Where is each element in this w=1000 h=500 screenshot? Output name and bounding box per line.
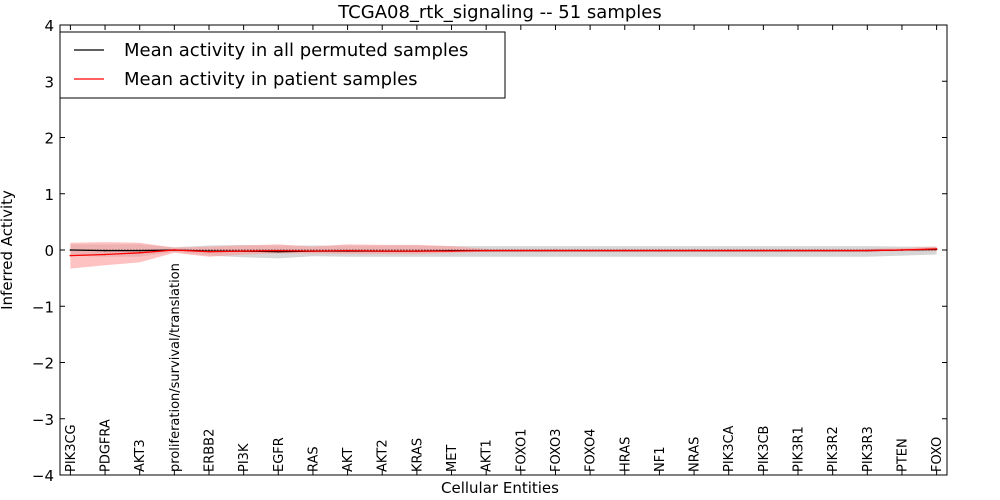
x-tick-label: KRAS — [410, 438, 425, 472]
point-patient-25 — [935, 248, 938, 250]
x-tick-label: AKT3 — [133, 439, 148, 472]
x-tick-label: AKT — [341, 448, 356, 472]
point-patient-4 — [208, 250, 210, 253]
x-tick-label: AKT2 — [376, 439, 391, 472]
x-tick-label: PTEN — [896, 438, 911, 472]
legend-label-permuted: Mean activity in all permuted samples — [124, 40, 468, 61]
y-tick-label: −2 — [32, 355, 54, 373]
x-tick-label: NF1 — [653, 447, 668, 472]
y-tick-label: −1 — [32, 298, 54, 316]
point-patient-19 — [727, 249, 730, 252]
point-permuted-0 — [69, 249, 72, 251]
point-patient-8 — [346, 249, 349, 252]
legend-box — [59, 31, 506, 99]
x-tick-label: MET — [445, 445, 460, 472]
point-patient-14 — [554, 249, 557, 252]
y-tick-label: 3 — [44, 73, 54, 91]
x-tick-label: proliferation/survival/translation — [168, 263, 183, 472]
x-tick-label: FOXO3 — [549, 429, 564, 472]
x-tick-label: PIK3R2 — [826, 426, 841, 472]
point-patient-16 — [624, 249, 626, 252]
point-patient-18 — [693, 249, 695, 252]
x-tick-label: AKT1 — [480, 439, 495, 472]
x-tick-label: FOXO1 — [514, 429, 529, 472]
legend: Mean activity in all permuted samples Me… — [59, 31, 506, 99]
band-patient — [70, 242, 937, 269]
y-axis-ticks: −4 −3 −2 −1 0 1 2 3 4 — [32, 17, 947, 485]
point-patient-0 — [69, 254, 72, 257]
x-tick-label: PIK3CA — [722, 425, 737, 472]
y-tick-label: 4 — [44, 17, 54, 35]
point-patient-24 — [901, 249, 903, 251]
series-lines — [69, 248, 938, 257]
point-patient-6 — [277, 249, 280, 252]
point-patient-23 — [866, 249, 869, 252]
x-tick-label: PIK3R1 — [792, 426, 807, 472]
point-permuted-1 — [104, 249, 106, 252]
y-tick-label: 0 — [44, 242, 54, 260]
x-tick-label: PDGFRA — [99, 419, 114, 472]
point-patient-20 — [762, 249, 765, 252]
point-permuted-2 — [138, 249, 141, 252]
y-tick-label: 2 — [44, 130, 54, 148]
point-patient-9 — [381, 250, 384, 252]
x-tick-label: ERBB2 — [203, 429, 218, 472]
point-patient-5 — [242, 250, 245, 252]
x-tick-label: PIK3CG — [64, 424, 79, 472]
point-patient-12 — [485, 249, 488, 252]
x-tick-label: PIK3CB — [757, 426, 772, 472]
x-tick-label: FOXO4 — [584, 429, 599, 472]
point-patient-1 — [104, 253, 106, 256]
y-tick-label: 1 — [44, 186, 54, 204]
point-patient-10 — [416, 250, 418, 252]
y-tick-label: −3 — [32, 411, 54, 429]
confidence-bands — [70, 242, 937, 269]
x-tick-label: RAS — [306, 446, 321, 472]
x-tick-label: PI3K — [237, 443, 252, 472]
x-tick-label: FOXO — [930, 437, 945, 472]
point-patient-17 — [658, 249, 661, 252]
point-patient-7 — [312, 250, 314, 252]
x-tick-label: NRAS — [688, 437, 703, 472]
x-tick-label: EGFR — [272, 437, 287, 472]
point-patient-11 — [450, 250, 453, 252]
point-permuted-6 — [277, 250, 280, 253]
point-patient-3 — [173, 249, 176, 251]
point-patient-21 — [797, 249, 799, 252]
y-axis-label: Inferred Activity — [0, 190, 16, 310]
series-line-patient — [70, 248, 937, 257]
point-patient-15 — [589, 249, 591, 252]
x-tick-label: PIK3R3 — [861, 426, 876, 472]
point-patient-22 — [831, 249, 834, 252]
legend-label-patient: Mean activity in patient samples — [124, 69, 418, 90]
point-patient-2 — [138, 252, 141, 254]
chart-title: TCGA08_rtk_signaling -- 51 samples — [337, 2, 662, 23]
x-axis-label: Cellular Entities — [441, 479, 559, 497]
x-tick-label: HRAS — [618, 437, 633, 472]
x-axis-ticks: PIK3CG PDGFRA AKT3 proliferation/survival/t… — [64, 25, 945, 475]
point-patient-13 — [520, 249, 522, 252]
y-tick-label: −4 — [32, 467, 54, 485]
